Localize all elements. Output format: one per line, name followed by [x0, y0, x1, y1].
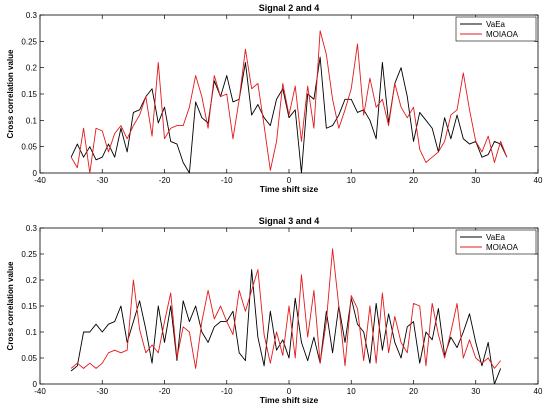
y-tick-label: 0.25	[21, 250, 37, 259]
x-tick-label: 40	[534, 387, 543, 396]
x-tick-label: 0	[287, 176, 292, 185]
series-line-moiaoa	[70, 248, 502, 369]
chart-2: -40 -30 -20 -10 0 10 20 30 40 0 0.05 0.1 0.15 0.2 0.25…	[6, 216, 543, 405]
y-tick-label: 0	[33, 169, 38, 178]
chart-1: -40 -30 -20 -10 0 10 20 30 40 0 0.05 0.1 0.15 0.2 0.25…	[6, 3, 543, 194]
y-tick-label: 0.2	[26, 64, 38, 73]
y-axis-label: Cross correlation value	[6, 49, 15, 138]
y-tick-label: 0.3	[26, 224, 38, 233]
legend-box	[455, 16, 537, 42]
y-tick-label: 0.3	[26, 11, 38, 20]
x-tick-label: 0	[287, 387, 292, 396]
y-tick-label: 0.1	[26, 116, 38, 125]
x-tick-label: 20	[409, 176, 418, 185]
x-tick-label: -30	[96, 387, 108, 396]
y-tick-label: 0.05	[21, 354, 37, 363]
legend-box	[455, 229, 537, 255]
x-axis-label: Time shift size	[260, 184, 319, 194]
x-tick-label: 20	[409, 387, 418, 396]
series-line-moiaoa	[70, 30, 508, 173]
y-tick-label: 0	[33, 380, 38, 389]
legend-entry: MOIAOA	[486, 30, 519, 39]
x-tick-label: -20	[159, 176, 171, 185]
legend-entry: MOIAOA	[486, 243, 519, 252]
y-tick-label: 0.15	[21, 90, 37, 99]
x-tick-label: 30	[471, 176, 480, 185]
chart-title: Signal 3 and 4	[259, 216, 320, 226]
x-axis-label: Time shift size	[260, 395, 319, 405]
y-tick-label: 0.15	[21, 302, 37, 311]
series-line-vaea	[70, 56, 508, 173]
legend-entry: VaEa	[486, 20, 506, 29]
y-axis-label: Cross correlation value	[6, 261, 15, 350]
x-tick-label: 10	[347, 387, 356, 396]
x-tick-label: -20	[159, 387, 171, 396]
y-tick-label: 0.25	[21, 37, 37, 46]
x-tick-label: -40	[34, 387, 46, 396]
chart-title: Signal 2 and 4	[259, 3, 320, 13]
x-tick-label: -10	[221, 176, 233, 185]
y-tick-label: 0.1	[26, 328, 38, 337]
x-tick-label: -40	[34, 176, 46, 185]
y-tick-label: 0.05	[21, 143, 37, 152]
x-tick-label: -10	[221, 387, 233, 396]
x-tick-label: -30	[96, 176, 108, 185]
x-tick-label: 40	[534, 176, 543, 185]
x-tick-label: 30	[471, 387, 480, 396]
plot-area	[39, 14, 539, 174]
y-tick-label: 0.2	[26, 276, 38, 285]
legend-entry: VaEa	[486, 233, 506, 242]
x-tick-label: 10	[347, 176, 356, 185]
